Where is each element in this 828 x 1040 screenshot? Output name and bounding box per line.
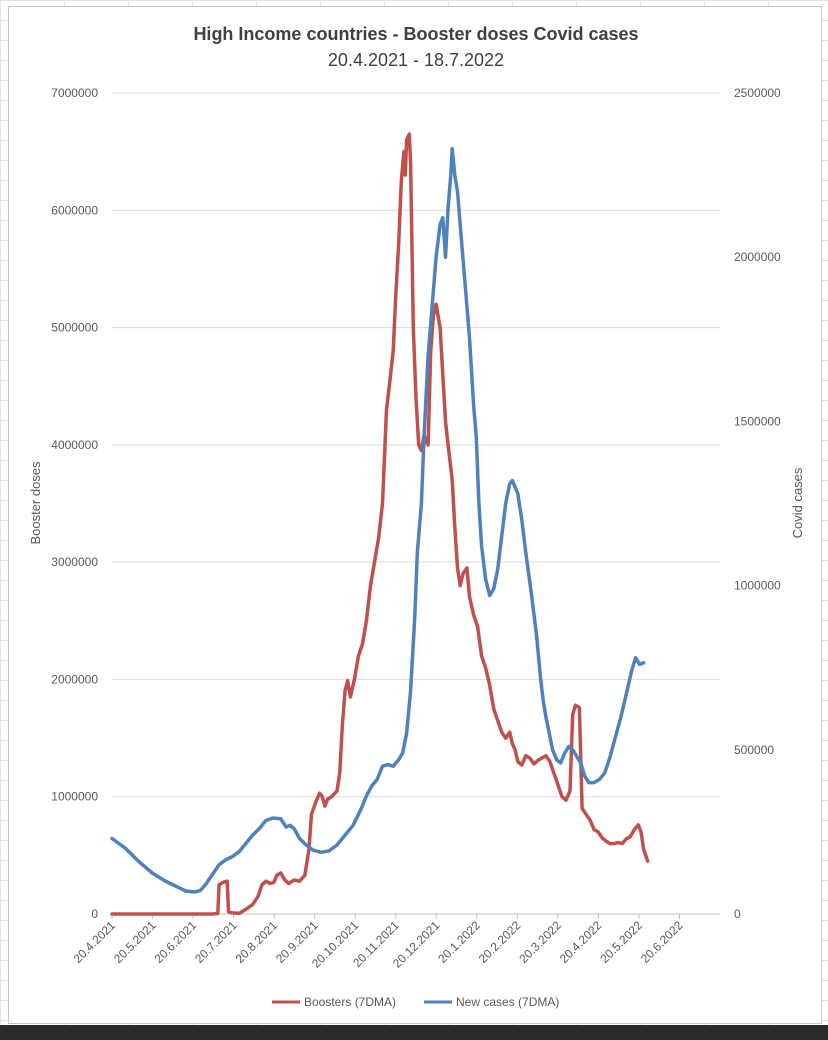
chart-title: High Income countries - Booster doses Co… xyxy=(193,24,638,44)
y-tick-label: 0 xyxy=(91,907,98,921)
x-tick-label: 20.4.2022 xyxy=(557,918,605,966)
series-line-cases xyxy=(110,147,646,894)
y2-tick-label: 500000 xyxy=(734,743,774,757)
taskbar-strip xyxy=(0,1025,828,1040)
y-tick-label: 2000000 xyxy=(51,672,98,686)
x-tick-label: 20.4.2021 xyxy=(70,918,118,966)
x-tick-label: 20.5.2021 xyxy=(111,918,159,966)
x-tick-label: 20.5.2022 xyxy=(597,918,645,966)
right-axis-ticks: 0 500000 1000000 1500000 2000000 2500000 xyxy=(734,86,781,921)
y-tick-label: 3000000 xyxy=(51,555,98,569)
right-axis-title: Covid cases xyxy=(790,467,805,538)
series-lines xyxy=(110,132,650,916)
y-tick-label: 1000000 xyxy=(51,790,98,804)
y2-tick-label: 0 xyxy=(734,907,741,921)
legend: Boosters (7DMA) New cases (7DMA) xyxy=(272,995,559,1009)
x-tick-label: 20.8.2021 xyxy=(233,918,281,966)
y-tick-label: 7000000 xyxy=(51,86,98,100)
x-tick-label: 20.7.2021 xyxy=(192,918,240,966)
y2-tick-label: 2000000 xyxy=(734,250,781,264)
x-tick-label: 20.2.2022 xyxy=(476,918,524,966)
x-axis-ticks: 20.4.202120.5.202120.6.202120.7.202120.8… xyxy=(70,914,686,971)
y2-tick-label: 1000000 xyxy=(734,579,781,593)
y2-tick-label: 2500000 xyxy=(734,86,781,100)
y-tick-label: 6000000 xyxy=(51,203,98,217)
chart-subtitle: 20.4.2021 - 18.7.2022 xyxy=(328,50,504,70)
left-axis-ticks: 0 1000000 2000000 3000000 4000000 5000000 6000… xyxy=(51,86,98,921)
x-tick-label: 20.6.2022 xyxy=(638,918,686,966)
y2-tick-label: 1500000 xyxy=(734,414,781,428)
y-tick-label: 4000000 xyxy=(51,438,98,452)
legend-label-cases: New cases (7DMA) xyxy=(456,995,559,1009)
left-axis-title: Booster doses xyxy=(28,461,43,545)
x-tick-label: 20.3.2022 xyxy=(516,918,564,966)
x-tick-label: 20.6.2021 xyxy=(152,918,200,966)
chart-frame[interactable] xyxy=(8,6,822,1024)
y-tick-label: 5000000 xyxy=(51,321,98,335)
gridlines xyxy=(112,92,720,915)
x-tick-label: 20.1.2022 xyxy=(435,918,483,966)
legend-label-boosters: Boosters (7DMA) xyxy=(304,995,396,1009)
